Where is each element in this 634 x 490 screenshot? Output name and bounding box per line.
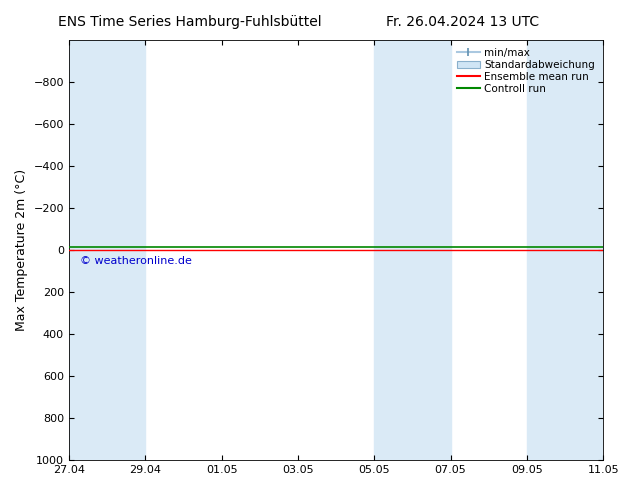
Bar <box>107 40 145 460</box>
Legend: min/max, Standardabweichung, Ensemble mean run, Controll run: min/max, Standardabweichung, Ensemble me… <box>454 45 598 97</box>
Y-axis label: Max Temperature 2m (°C): Max Temperature 2m (°C) <box>15 169 28 331</box>
Bar <box>565 40 603 460</box>
Bar <box>527 40 565 460</box>
Bar <box>69 40 107 460</box>
Text: © weatheronline.de: © weatheronline.de <box>81 256 192 266</box>
Bar <box>374 40 412 460</box>
Text: ENS Time Series Hamburg-Fuhlsbüttel: ENS Time Series Hamburg-Fuhlsbüttel <box>58 15 322 29</box>
Bar <box>412 40 451 460</box>
Text: Fr. 26.04.2024 13 UTC: Fr. 26.04.2024 13 UTC <box>386 15 540 29</box>
